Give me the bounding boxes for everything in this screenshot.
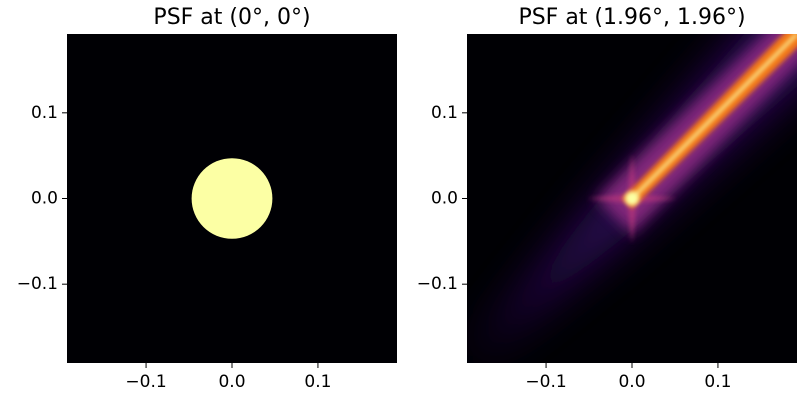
- x-tick-label: 0.1: [304, 372, 331, 392]
- image: [467, 34, 797, 363]
- center-spot: [625, 191, 639, 206]
- x-tick-label: −0.1: [125, 372, 166, 392]
- x-tick-label: −0.1: [525, 372, 566, 392]
- y-tick-label: 0.0: [31, 189, 58, 209]
- chart-title: PSF at (1.96°, 1.96°): [518, 5, 745, 30]
- y-tick-label: 0.1: [31, 103, 58, 123]
- y-tick-label: 0.1: [431, 103, 458, 123]
- y-tick-label: −0.1: [417, 274, 458, 294]
- chart-title: PSF at (0°, 0°): [153, 5, 310, 30]
- x-tick-label: 0.1: [704, 372, 731, 392]
- x-tick-label: 0.0: [218, 372, 245, 392]
- image: [67, 34, 397, 363]
- psf-disk: [191, 158, 273, 239]
- streak-core: [630, 34, 797, 200]
- y-tick-label: −0.1: [17, 274, 58, 294]
- y-tick-label: 0.0: [431, 189, 458, 209]
- x-tick-label: 0.0: [618, 372, 645, 392]
